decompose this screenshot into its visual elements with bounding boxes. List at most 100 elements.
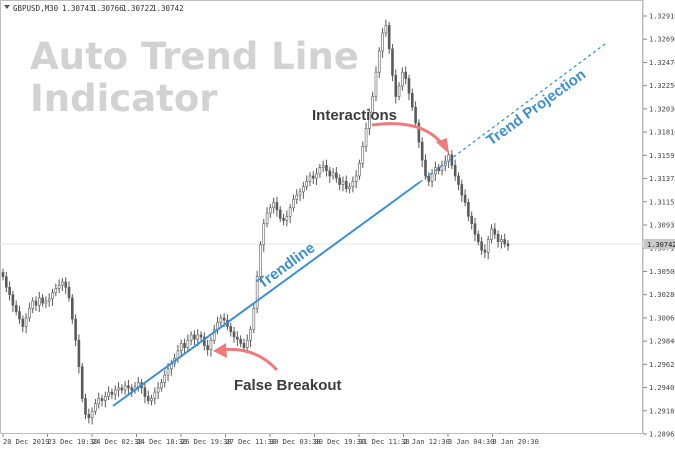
price-tick-label: 1.32910 (649, 13, 675, 21)
candle-body (222, 317, 226, 321)
candle-body (255, 276, 259, 309)
candle-body (209, 339, 213, 351)
interactions-arrowhead (436, 138, 449, 154)
candle-body (127, 385, 130, 389)
candle-body (368, 112, 371, 129)
candle-body (110, 391, 114, 395)
overlay-title-line1: Auto Trend Line (30, 35, 359, 78)
candle-body (397, 85, 401, 97)
price-tick-label: 1.31810 (649, 129, 675, 137)
candle-body (74, 318, 77, 341)
candle-body (24, 317, 28, 327)
candle-body (100, 398, 104, 401)
candle-body (503, 239, 506, 245)
candle-body (496, 233, 500, 242)
price-tick-label: 1.31375 (649, 175, 675, 183)
time-tick-label: 24 Dec 18:30 (137, 438, 188, 446)
candle-body (486, 239, 490, 253)
candle-body (80, 366, 84, 399)
time-tick-label: 20 Dec 2019 (3, 438, 49, 446)
candle-body (493, 228, 497, 235)
candle-body (381, 32, 384, 52)
caption-dropdown-icon[interactable] (4, 5, 10, 9)
price-tick-label: 1.31155 (649, 198, 675, 206)
candle-body (186, 339, 190, 348)
candle-body (305, 180, 308, 187)
candle-body (275, 202, 279, 211)
false-breakout-label: False Breakout (234, 377, 342, 394)
candle-body (285, 215, 289, 221)
candle-body (160, 382, 163, 389)
plot-frame (0, 0, 643, 434)
candle-body (8, 286, 11, 295)
candle-body (308, 175, 312, 182)
candle-body (460, 184, 464, 196)
candle-body (272, 202, 275, 209)
candle-body (90, 410, 94, 418)
candle-body (239, 338, 242, 344)
candle-body (476, 233, 480, 242)
candle-body (249, 329, 252, 341)
candle-body (457, 175, 460, 185)
candle-body (361, 146, 365, 164)
false-breakout-arrow (220, 347, 279, 372)
candle-body (278, 209, 282, 219)
candle-body (193, 334, 196, 340)
candle-body (318, 167, 322, 175)
candle-body (146, 396, 150, 401)
price-tick-label: 1.29625 (649, 361, 675, 369)
candle-body (440, 165, 444, 171)
candle-body (467, 202, 470, 217)
candle-body (51, 292, 54, 300)
candle-body (120, 387, 124, 391)
candle-body (427, 175, 431, 182)
candle-body (374, 71, 378, 97)
candle-body (417, 122, 421, 143)
ohlc-high: 1.30766 (92, 4, 124, 13)
ohlc-close: 1.30742 (152, 4, 184, 13)
time-tick-label: 26 Dec 19:30 (181, 438, 232, 446)
candle-body (506, 243, 510, 247)
candle-body (420, 141, 424, 161)
candle-body (387, 25, 391, 50)
candle-body (321, 165, 325, 168)
candle-body (1, 272, 5, 277)
candle-body (97, 398, 101, 405)
candle-body (364, 128, 368, 147)
candle-body (34, 300, 38, 306)
candle-body (371, 96, 374, 113)
candle-body (196, 334, 200, 340)
candle-body (424, 159, 427, 177)
candle-body (302, 186, 305, 193)
candle-body (295, 194, 299, 200)
candle-body (483, 249, 487, 253)
price-tick-label: 1.32690 (649, 36, 675, 44)
candle-body (18, 311, 21, 320)
candle-body (453, 165, 457, 177)
candle-body (123, 385, 127, 391)
candle-body (358, 162, 361, 177)
candle-body (377, 50, 381, 73)
false-breakout-arrowhead (213, 343, 227, 358)
candle-body (163, 374, 167, 383)
candle-body (252, 308, 256, 330)
candle-body (463, 194, 467, 203)
time-tick-label: 3 Jan 20:30 (493, 438, 539, 446)
candle-body (410, 93, 414, 108)
candle-body (94, 403, 97, 412)
candle-body (57, 284, 61, 289)
candle-body (150, 398, 153, 401)
candle-body (335, 172, 338, 179)
candle-body (401, 71, 404, 87)
candle-body (288, 207, 292, 217)
candle-body (245, 339, 249, 348)
price-axis[interactable]: 1.32910 1.32690 1.32470 1.32250 1.32030 1.318… (643, 13, 675, 439)
candle-body (262, 223, 266, 246)
candle-body (500, 239, 503, 242)
candle-body (41, 297, 44, 304)
overlay-title-line2: Indicator (30, 77, 218, 120)
candle-body (311, 175, 315, 179)
